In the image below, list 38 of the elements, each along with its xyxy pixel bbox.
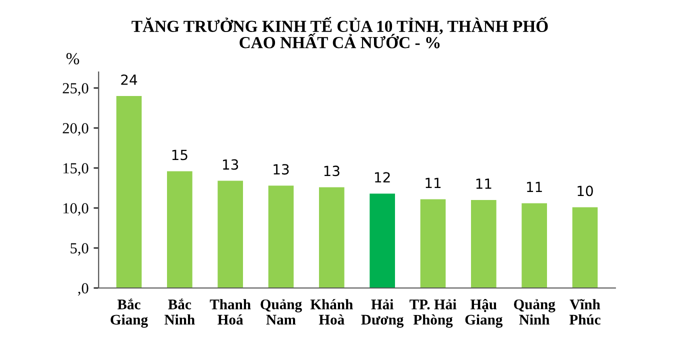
data-label: 10 (578, 186, 593, 196)
y-tick-label: 10,0 (63, 203, 88, 216)
x-tick-label: Vĩnh Phúc (569, 299, 600, 325)
bar (572, 207, 598, 288)
bar (268, 186, 294, 288)
x-tick-label: Bắc Giang (110, 298, 148, 328)
chart-title: TĂNG TRƯỞNG KINH TẾ CỦA 10 TỈNH, THÀNH PHỐ CAO NHẤT CẢ NƯỚC - % (132, 17, 548, 48)
x-tick-label: Thanh Hoá (210, 299, 251, 325)
bar (522, 203, 547, 288)
bar (370, 194, 395, 288)
data-label: 11 (527, 182, 542, 192)
data-label: 15 (172, 150, 188, 160)
y-tick-label: 15,0 (63, 163, 88, 176)
bar (471, 200, 496, 288)
bar (167, 171, 192, 288)
y-tick-label: 20,0 (62, 123, 88, 136)
y-tick-label: ,0 (78, 283, 88, 296)
bar (319, 187, 344, 288)
data-label: 13 (274, 164, 289, 175)
x-tick-label: Hậu Giang (465, 298, 503, 328)
y-tick-label: 5,0 (70, 243, 88, 256)
y-tick-label: 25,0 (62, 83, 88, 96)
data-label: 11 (426, 178, 441, 188)
data-label: 12 (375, 172, 390, 182)
x-tick-label: Hải Dương (361, 299, 404, 328)
data-label: 24 (121, 74, 138, 85)
bar (420, 199, 446, 288)
x-tick-label: Khánh Hoà (310, 299, 353, 325)
x-tick-label: TP. Hải Phòng (410, 299, 456, 328)
data-label: 13 (324, 166, 340, 176)
data-label: 11 (476, 178, 492, 189)
x-tick-label: Quảng Nam (260, 299, 302, 325)
data-label: 13 (223, 159, 238, 170)
x-tick-label: Quảng Ninh (514, 299, 556, 324)
bar (218, 180, 243, 288)
x-tick-label: Bắc Ninh (164, 298, 195, 324)
bar (116, 96, 142, 288)
y-axis-title: % (66, 53, 80, 64)
